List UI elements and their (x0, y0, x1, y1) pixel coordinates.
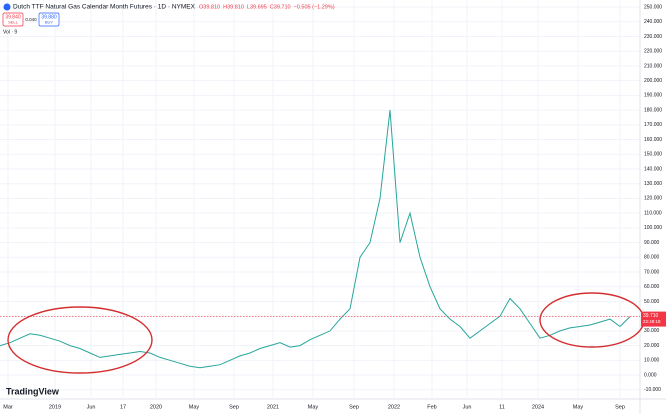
y-tick-label: 110.000 (644, 210, 662, 216)
y-tick-label: -10.000 (644, 387, 661, 393)
grid-layer (0, 0, 640, 398)
y-tick-label: 60.000 (644, 284, 660, 290)
buy-label: BUY (45, 20, 54, 25)
y-tick-label: 0.000 (644, 372, 657, 378)
y-tick-label: 180.000 (644, 107, 662, 113)
sell-button[interactable] (2, 12, 24, 27)
x-tick-label: Jun (87, 404, 96, 410)
ohlc-value: L39.695 (247, 4, 267, 10)
spread: 0.040 (25, 17, 37, 22)
x-tick-label: Jun (463, 404, 472, 410)
ohlc-value: −0.505 (−1.29%) (294, 4, 335, 10)
price-line (0, 110, 631, 369)
ohlc-value: H39.810 (223, 4, 244, 10)
x-tick-label: Sep (349, 404, 359, 410)
highlight-ellipse (7, 306, 153, 374)
volume-label: Vol · 9 (3, 29, 17, 35)
y-tick-label: 140.000 (644, 166, 662, 172)
last-time-label: 22:49:18 (643, 319, 661, 324)
x-tick-label: 17 (120, 404, 126, 410)
y-tick-label: 50.000 (644, 299, 660, 305)
y-tick-label: 120.000 (644, 196, 662, 202)
last-price-label: 39.710 (643, 313, 659, 319)
ohlc-value: O39.810 (199, 4, 220, 10)
y-tick-label: 80.000 (644, 255, 660, 261)
ohlc-value: C39.710 (270, 4, 291, 10)
y-tick-label: 160.000 (644, 137, 662, 143)
x-tick-label: Sep (229, 404, 239, 410)
x-tick-label: Mar (3, 404, 13, 410)
buy-price: 39.880 (41, 14, 57, 20)
y-tick-label: 190.000 (644, 93, 662, 99)
y-tick-label: 30.000 (644, 328, 660, 334)
y-tick-label: 210.000 (644, 63, 662, 69)
x-tick-label: May (308, 404, 319, 410)
y-tick-label: 20.000 (644, 343, 660, 349)
y-tick-label: 200.000 (644, 78, 662, 84)
x-tick-label: 2022 (388, 404, 400, 410)
y-tick-label: 240.000 (644, 19, 662, 25)
chart-title[interactable]: Dutch TTF Natural Gas Calendar Month Fut… (13, 4, 196, 11)
y-tick-label: 170.000 (644, 122, 662, 128)
symbol-icon (3, 3, 11, 11)
sell-label: SELL (8, 20, 19, 25)
x-tick-label: 2020 (150, 404, 162, 410)
x-tick-label: 2024 (532, 404, 544, 410)
x-tick-label: 2019 (49, 404, 61, 410)
y-tick-label: 230.000 (644, 34, 662, 40)
x-tick-label: Sep (615, 404, 625, 410)
y-tick-label: 70.000 (644, 269, 660, 275)
x-tick-label: Feb (427, 404, 436, 410)
y-tick-label: 220.000 (644, 49, 662, 55)
marks-layer (0, 110, 640, 369)
sell-price: 39.840 (5, 14, 21, 20)
x-tick-label: 11 (499, 404, 505, 410)
y-tick-label: 150.000 (644, 152, 662, 158)
y-tick-label: 100.000 (644, 225, 662, 231)
logo: TradingView (6, 386, 60, 396)
buy-button[interactable] (38, 12, 60, 27)
x-tick-label: May (573, 404, 584, 410)
y-tick-label: 130.000 (644, 181, 662, 187)
y-tick-label: 250.000 (644, 4, 662, 10)
x-tick-label: May (189, 404, 200, 410)
ohlc-legend: O39.810 H39.810 L39.695 C39.710 −0.505 (−1.2… (199, 4, 335, 10)
last-price-badge (641, 311, 666, 327)
y-tick-label: 90.000 (644, 240, 660, 246)
y-tick-label: 10.000 (644, 358, 660, 364)
x-tick-label: 2021 (267, 404, 279, 410)
